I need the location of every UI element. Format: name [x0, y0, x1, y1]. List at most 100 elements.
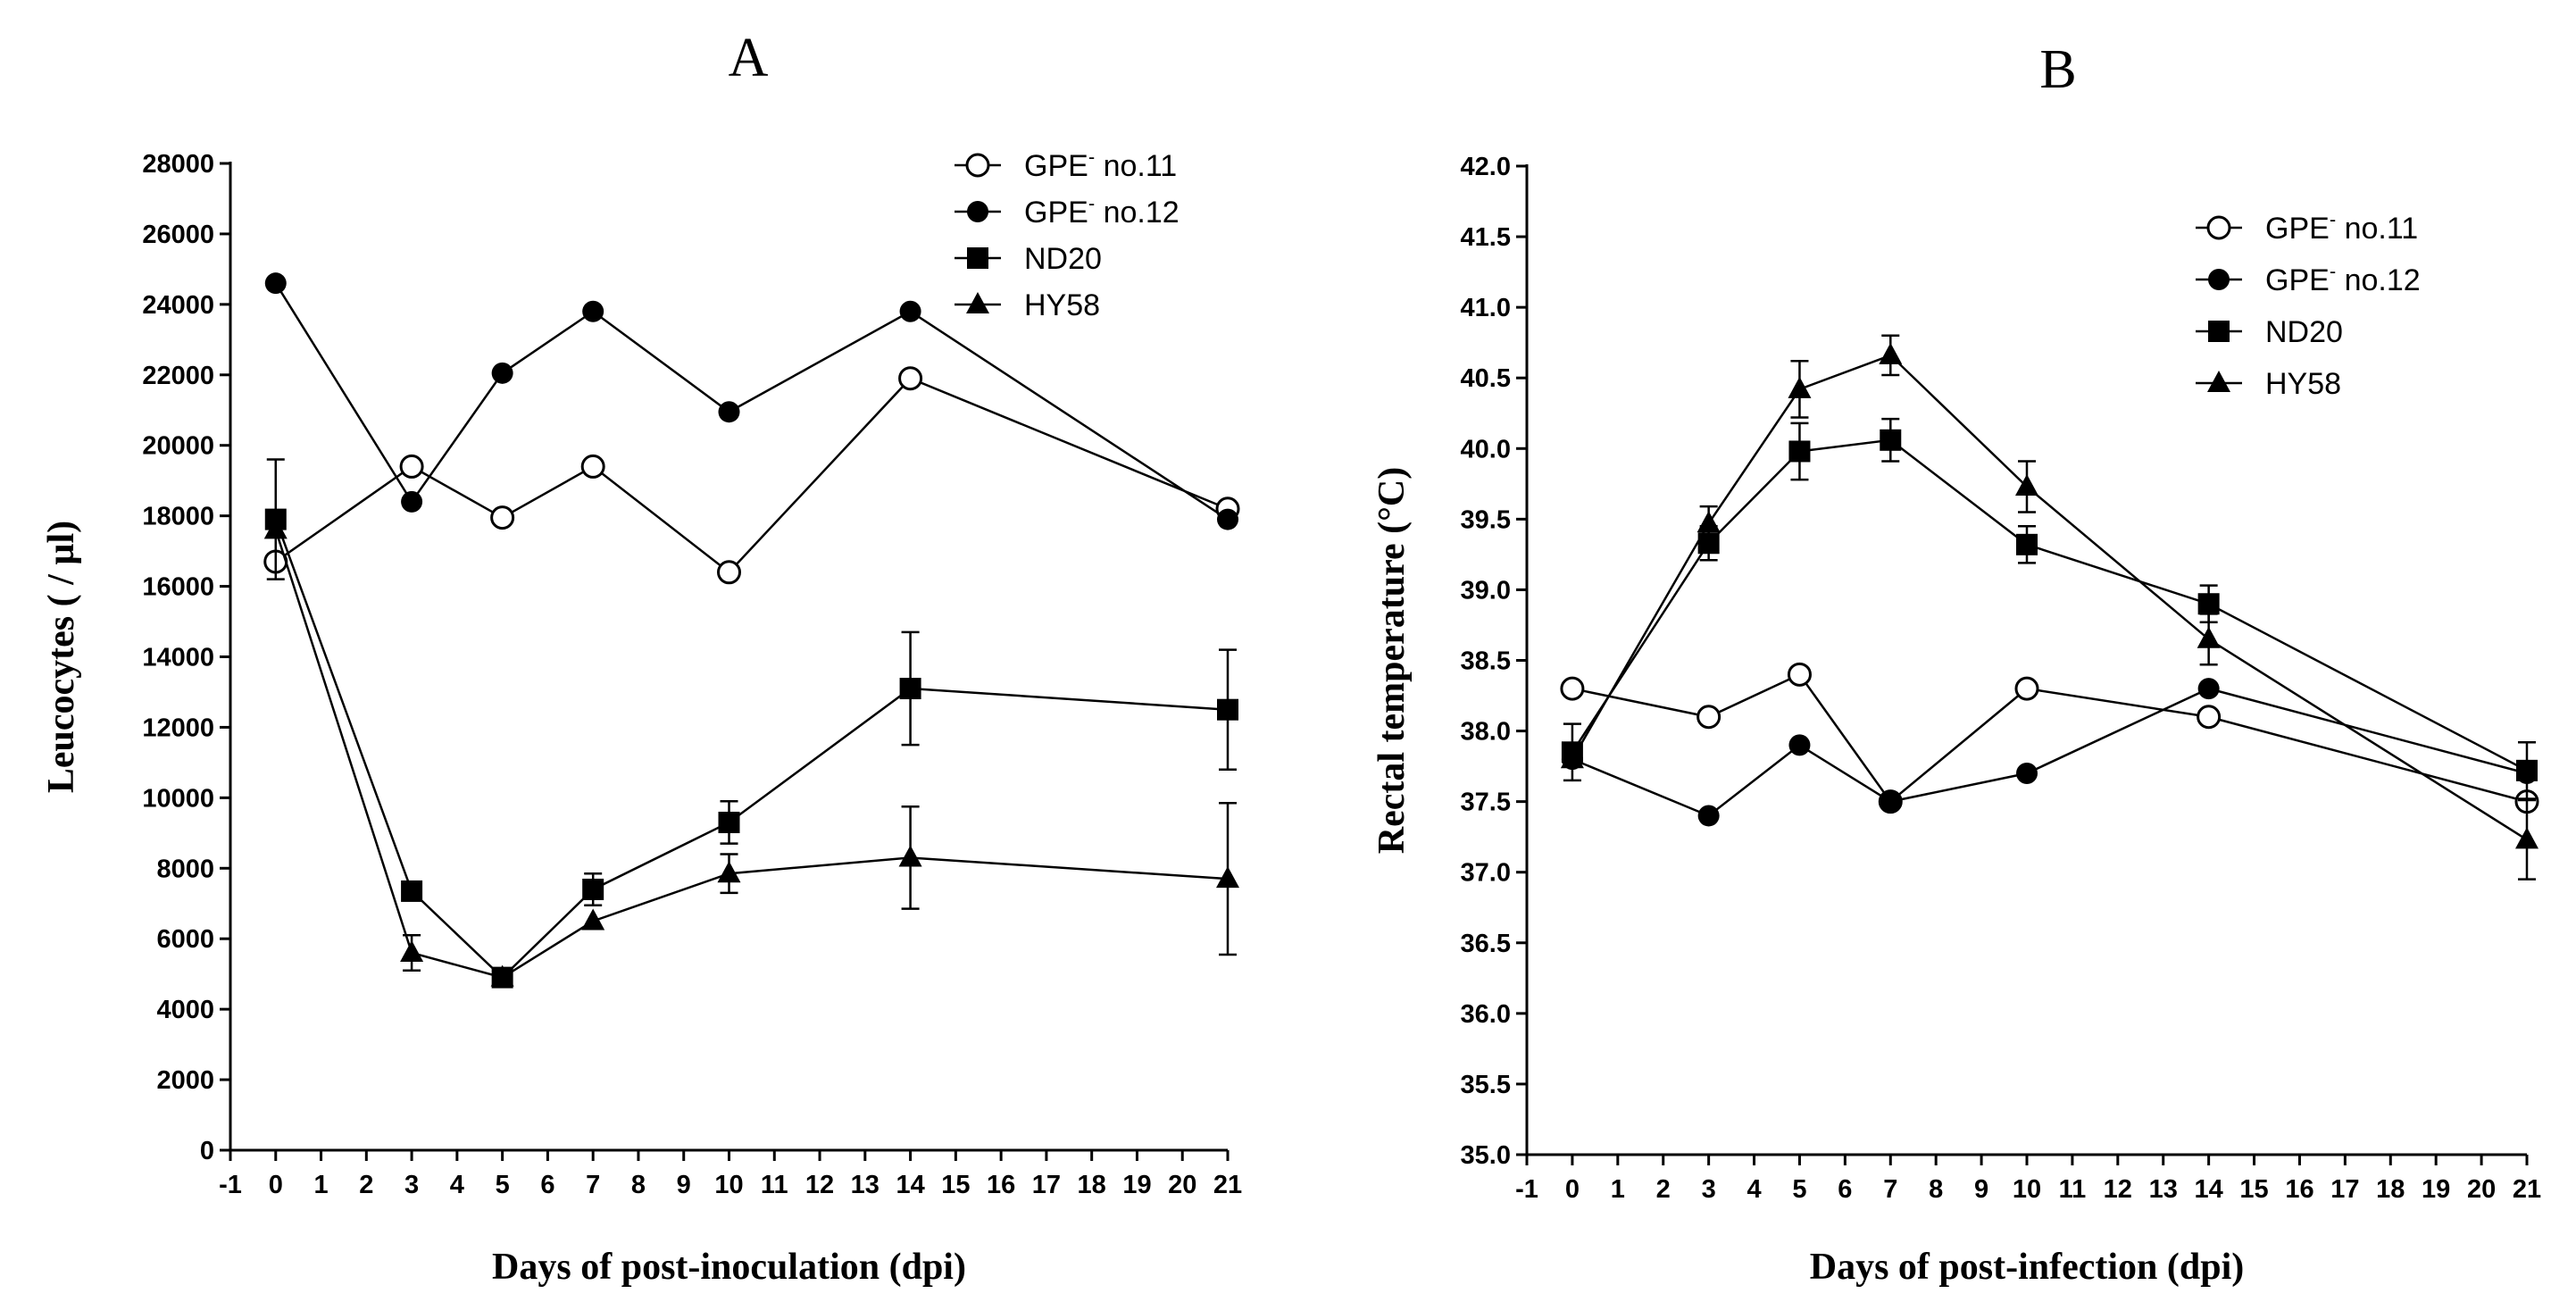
legend-name: ND20 [1024, 242, 1102, 276]
x-tick-label: 3 [404, 1171, 419, 1199]
series-nd20 [264, 458, 1238, 989]
y-tick-label: 36.5 [1461, 930, 1511, 958]
x-tick-label: 3 [1702, 1175, 1716, 1204]
data-point [1560, 747, 1584, 769]
series-gpe-no12 [264, 272, 1238, 530]
data-point [580, 454, 605, 479]
y-tick-label: 41.5 [1461, 223, 1511, 252]
legend-suffix: no.12 [1095, 196, 1180, 230]
data-point [582, 300, 604, 322]
x-tick-label: 20 [1168, 1171, 1196, 1199]
legend-suffix: no.11 [2336, 212, 2418, 246]
data-point [1788, 440, 1811, 463]
data-point [2197, 593, 2220, 615]
x-tick-label: 5 [496, 1171, 510, 1199]
data-point [899, 678, 921, 700]
data-point [1217, 508, 1238, 530]
x-tick-label: 2 [359, 1171, 373, 1199]
data-point [898, 845, 922, 867]
legend-item-gpe-no12: GPE- no.12 [955, 192, 1180, 230]
data-point [1879, 342, 1903, 364]
legend-label: GPE- no.11 [1024, 146, 1177, 183]
legend-name: GPE [1024, 196, 1088, 230]
data-point [1696, 511, 1721, 533]
y-tick-label: 39.0 [1461, 576, 1511, 605]
x-tick-label: 15 [941, 1171, 970, 1199]
data-point [1880, 790, 1902, 813]
x-tick-label: 4 [450, 1171, 464, 1199]
legend-name: HY58 [1024, 288, 1100, 322]
data-point [718, 811, 740, 833]
legend: GPE- no.11 GPE- no.12 ND20 HY58 [955, 146, 1180, 322]
x-tick-label: 21 [1213, 1171, 1242, 1199]
data-point [490, 505, 515, 530]
x-tick-label: 13 [2149, 1175, 2178, 1204]
legend-superscript: - [2330, 260, 2336, 282]
legend-label: GPE- no.12 [1024, 192, 1180, 230]
data-point [718, 401, 740, 423]
legend-item-gpe-no12: GPE- no.12 [2196, 260, 2421, 297]
x-tick-label: 8 [631, 1171, 646, 1199]
x-tick-label: 12 [805, 1171, 834, 1199]
y-axis-title: Leucocytes ( / µl) [41, 521, 82, 793]
x-tick-label: 6 [540, 1171, 554, 1199]
data-point [1788, 734, 1811, 756]
data-point [2197, 678, 2220, 700]
x-tick-label: -1 [1515, 1175, 1538, 1204]
x-tick-label: 2 [1656, 1175, 1671, 1204]
data-point [2197, 626, 2221, 648]
data-point [263, 517, 288, 539]
x-tick-label: 19 [2422, 1175, 2450, 1204]
series-hy58 [263, 517, 1239, 987]
y-tick-label: 0 [200, 1137, 214, 1165]
data-point [491, 362, 513, 384]
x-tick-label: 21 [2513, 1175, 2541, 1204]
y-tick-label: 38.5 [1461, 647, 1511, 676]
y-tick-label: 4000 [156, 996, 214, 1024]
legend-marker-filled-circle [967, 201, 988, 222]
y-tick-label: 22000 [142, 362, 214, 390]
data-point [717, 861, 741, 883]
data-point [400, 940, 424, 962]
legend-marker-open-circle [965, 153, 990, 178]
legend-marker-triangle [966, 292, 989, 313]
data-point [2015, 473, 2038, 496]
series-line [274, 519, 1229, 980]
y-tick-label: 41.0 [1461, 294, 1511, 322]
legend-label: GPE- no.12 [2265, 260, 2421, 297]
data-point [401, 880, 423, 902]
y-tick-label: 24000 [142, 291, 214, 320]
x-tick-label: 17 [1032, 1171, 1061, 1199]
x-tick-label: 0 [1565, 1175, 1580, 1204]
x-tick-label: 9 [677, 1171, 691, 1199]
y-tick-label: 42.0 [1461, 153, 1511, 181]
x-tick-label: 16 [2285, 1175, 2313, 1204]
x-tick-label: 12 [2104, 1175, 2132, 1204]
y-tick-label: 38.0 [1461, 718, 1511, 747]
legend-marker-triangle [2207, 371, 2230, 392]
data-point [2016, 763, 2038, 785]
y-tick-label: 39.5 [1461, 505, 1511, 534]
y-tick-label: 2000 [156, 1066, 214, 1095]
x-axis-title: Days of post-infection (dpi) [1810, 1247, 2245, 1288]
chart-b: B 35.0 35.5 36.0 36.5 37.0 37.5 38.0 38.5 39.0 39.… [1371, 39, 2541, 1288]
x-tick-label: 11 [761, 1171, 788, 1199]
y-tick-label: 14000 [142, 644, 214, 672]
y-tick-label: 28000 [142, 150, 214, 179]
x-tick-label: 0 [269, 1171, 283, 1199]
x-tick-label: 5 [1792, 1175, 1806, 1204]
y-tick-label: 6000 [156, 925, 214, 954]
x-tick-label: 7 [1883, 1175, 1897, 1204]
y-tick-label: 36.0 [1461, 1000, 1511, 1029]
x-tick-label: 18 [1078, 1171, 1106, 1199]
data-point [399, 454, 424, 479]
data-point [898, 366, 923, 391]
legend-item-hy58: HY58 [955, 288, 1100, 322]
y-tick-label: 26000 [142, 221, 214, 249]
data-point [490, 964, 514, 987]
data-point [1787, 662, 1812, 687]
y-tick-label: 8000 [156, 855, 214, 883]
legend-item-gpe-no11: GPE- no.11 [2196, 208, 2418, 246]
x-tick-label: 1 [313, 1171, 328, 1199]
data-point [1880, 429, 1902, 451]
